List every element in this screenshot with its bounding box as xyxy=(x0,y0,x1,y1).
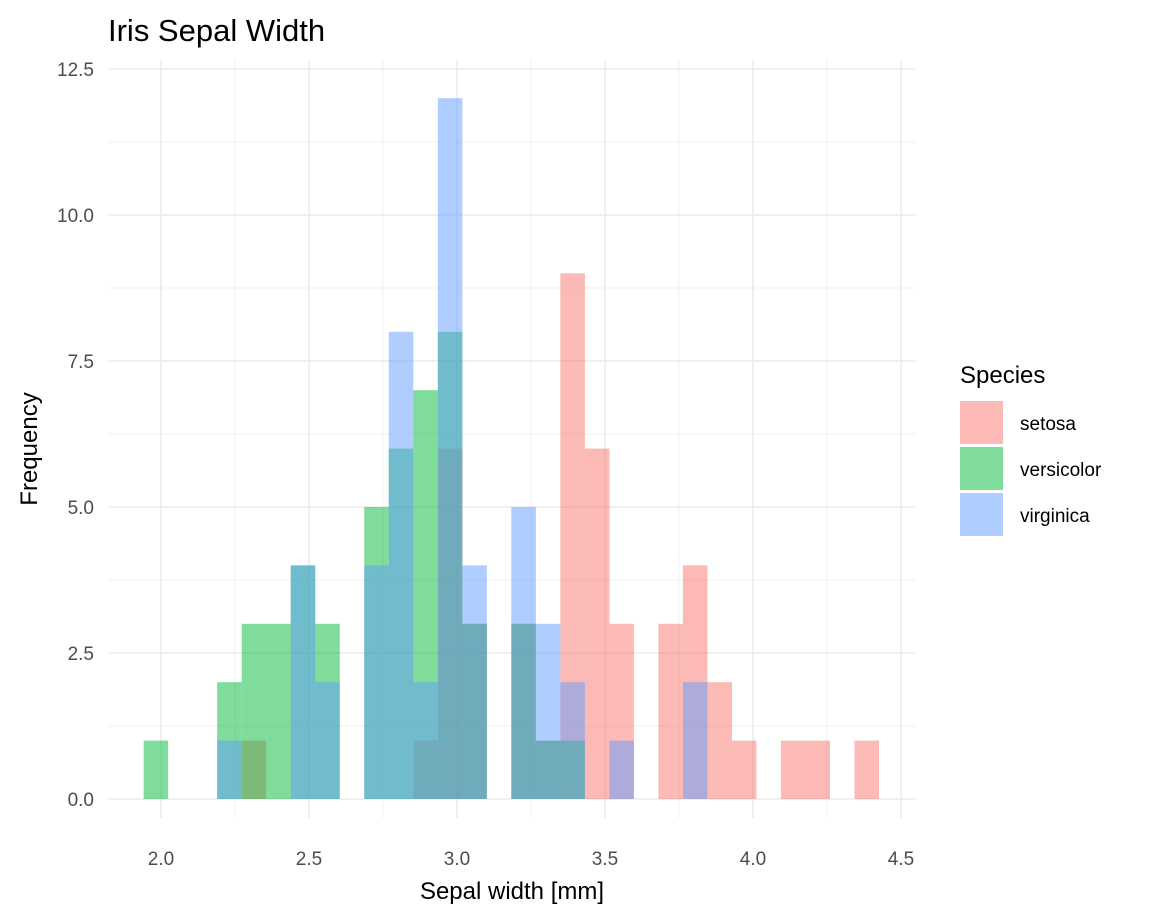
legend-label-versicolor: versicolor xyxy=(1020,460,1102,481)
y-tick-label: 2.5 xyxy=(68,644,94,665)
y-tick-label: 12.5 xyxy=(57,60,94,81)
x-tick-label: 2.0 xyxy=(148,849,174,870)
x-tick-label: 3.0 xyxy=(444,849,470,870)
bar-setosa xyxy=(707,682,732,799)
bar-setosa xyxy=(854,740,880,799)
legend: Species setosa versicolor virginica xyxy=(960,362,1102,536)
bar-virginica xyxy=(462,565,487,799)
bars xyxy=(143,98,880,799)
bar-virginica xyxy=(437,98,463,799)
bar-versicolor xyxy=(266,623,291,799)
bar-virginica xyxy=(290,565,316,799)
bar-setosa xyxy=(805,740,830,799)
y-tick-label: 7.5 xyxy=(68,352,94,373)
bar-virginica xyxy=(217,740,242,799)
bar-versicolor xyxy=(143,740,169,799)
bar-virginica xyxy=(535,623,561,799)
bar-setosa xyxy=(658,623,683,799)
chart-title: Iris Sepal Width xyxy=(108,13,325,48)
y-tick-label: 10.0 xyxy=(57,206,94,227)
bar-virginica xyxy=(388,331,414,799)
y-tick-label: 0.0 xyxy=(68,790,94,811)
bar-setosa xyxy=(584,448,610,799)
bar-versicolor xyxy=(241,623,267,799)
legend-key-setosa xyxy=(960,401,1003,444)
x-tick-label: 4.5 xyxy=(888,849,914,870)
x-tick-label: 3.5 xyxy=(592,849,618,870)
bar-virginica xyxy=(511,507,536,799)
legend-key-virginica xyxy=(960,493,1003,536)
legend-label-setosa: setosa xyxy=(1020,414,1076,435)
x-tick-label: 2.5 xyxy=(296,849,322,870)
legend-label-virginica: virginica xyxy=(1020,506,1090,527)
legend-title: Species xyxy=(960,362,1045,389)
x-axis-title: Sepal width [mm] xyxy=(420,878,604,905)
y-axis-title: Frequency xyxy=(16,392,43,505)
x-tick-label: 4.0 xyxy=(740,849,766,870)
bar-virginica xyxy=(364,565,389,799)
legend-key-versicolor xyxy=(960,447,1003,490)
bar-setosa xyxy=(731,740,757,799)
tick-labels: 2.0 2.5 3.0 3.5 4.0 4.5 0.0 2.5 5.0 7.5 10.0 12.5 xyxy=(57,60,914,870)
bar-virginica xyxy=(682,682,708,799)
bar-setosa xyxy=(780,740,806,799)
bar-virginica xyxy=(413,682,438,799)
y-tick-label: 5.0 xyxy=(68,498,94,519)
bar-virginica xyxy=(560,682,585,799)
bar-virginica xyxy=(315,682,340,799)
bar-virginica xyxy=(609,740,634,799)
